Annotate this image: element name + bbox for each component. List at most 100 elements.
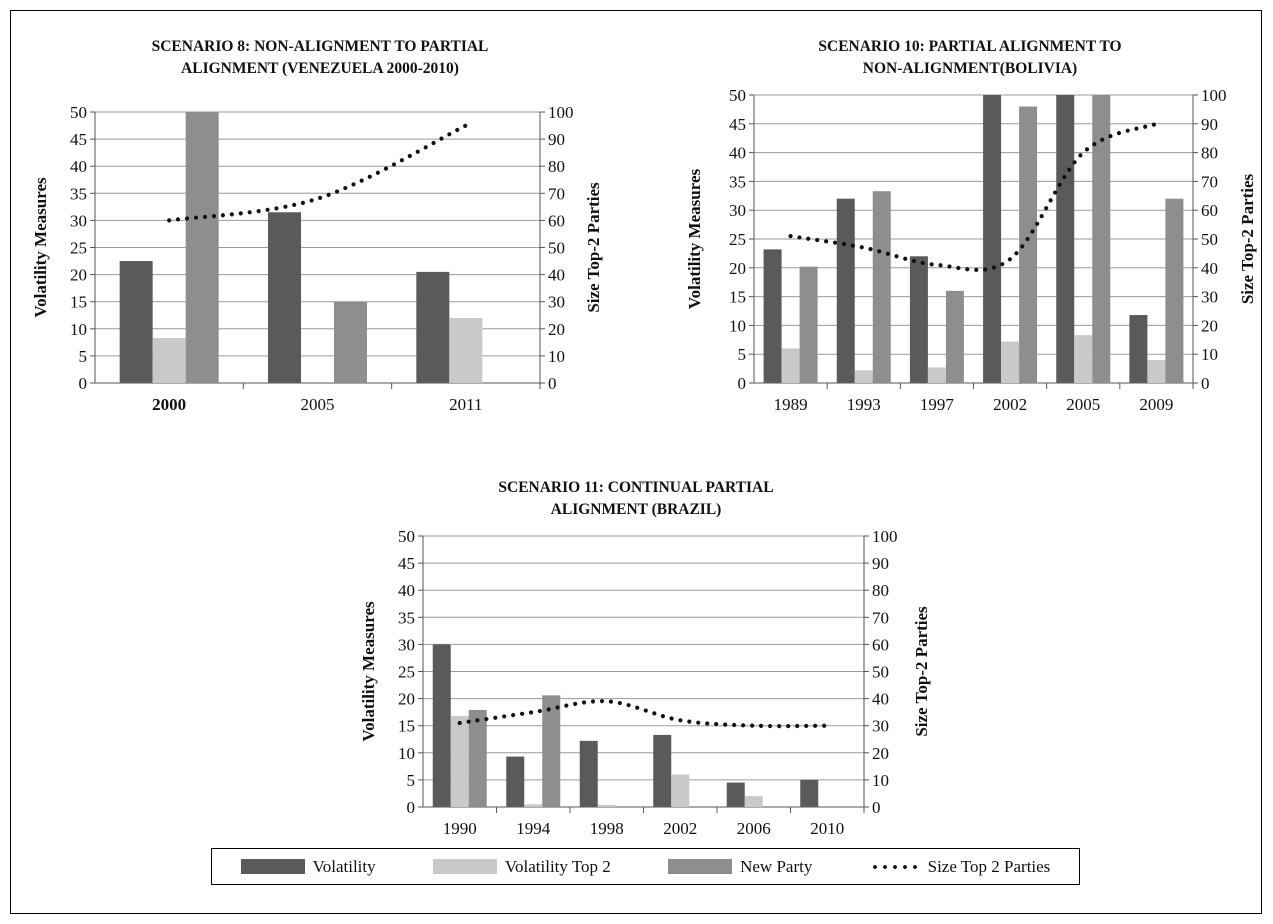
y2-tick-label: 40: [548, 266, 565, 285]
bar-volatility-top-2: [744, 796, 763, 807]
y2-tick-label: 30: [548, 293, 565, 312]
y2-tick-label: 80: [548, 157, 565, 176]
bar-volatility-top-2: [450, 715, 469, 807]
y2-tick-label: 30: [1201, 288, 1218, 307]
bar-volatility-top-2: [597, 804, 616, 807]
y-tick-label: 50: [398, 527, 415, 546]
y2-tick-label: 60: [548, 211, 565, 230]
legend-label-volatility-top2: Volatility Top 2: [504, 856, 611, 876]
bar-new-party: [542, 695, 561, 807]
chart-venezuela: 0 5 10 15 20 25 30 35 40 45 50 0 10 20 30 40 50 60 70 80 90 1…: [31, 103, 603, 414]
x-tick-label: 1989: [774, 395, 808, 414]
legend-item-new-party: New Party: [668, 857, 812, 877]
bar-volatility: [416, 271, 450, 383]
y-tick-label: 5: [407, 771, 416, 790]
bar-volatility: [1056, 95, 1075, 383]
bar-volatility-top-2: [854, 370, 873, 383]
y2-tick-label: 70: [1201, 172, 1218, 191]
y2-tick-label: 0: [548, 374, 557, 393]
y2-tick-label: 0: [872, 798, 881, 817]
legend-label-size: Size Top 2 Parties: [927, 856, 1051, 876]
legend-swatch-volatility: [240, 859, 305, 874]
bar-volatility: [506, 756, 525, 807]
bar-new-party: [799, 266, 818, 383]
y-tick-label: 40: [729, 144, 746, 163]
y-tick-label: 0: [79, 374, 88, 393]
y2-axis-label: Size Top-2 Parties: [1238, 173, 1257, 304]
y-axis-label: Volatility Measures: [359, 601, 378, 742]
y-tick-label: 15: [729, 288, 746, 307]
y-tick-label: 50: [729, 86, 746, 105]
bar-volatility: [268, 212, 301, 383]
bar-new-party: [468, 709, 487, 807]
y-tick-label: 45: [70, 130, 87, 149]
y2-tick-label: 10: [548, 347, 565, 366]
y-tick-label: 15: [70, 293, 87, 312]
legend: Volatility Volatility Top 2 New Party Si…: [211, 848, 1080, 885]
y2-tick-label: 100: [548, 103, 574, 122]
bar-volatility: [119, 261, 153, 383]
legend-label-new-party: New Party: [740, 856, 813, 876]
y-tick-label: 10: [729, 316, 746, 335]
y-tick-label: 10: [398, 744, 415, 763]
x-tick-label: 2010: [810, 819, 844, 838]
legend-item-size: Size Top 2 Parties: [869, 856, 1051, 877]
chart-bolivia: 0 5 10 15 20 25 30 35 40 45 50 0 10 20 30 40 50 60 70 80 90 1…: [685, 86, 1257, 414]
legend-item-volatility-top2: Volatility Top 2: [432, 856, 611, 877]
bar-volatility-top-2: [781, 348, 800, 383]
x-tick-label: 1997: [920, 395, 955, 414]
x-tick-label: 2011: [449, 395, 482, 414]
y2-tick-label: 30: [872, 717, 889, 736]
legend-item-volatility: Volatility: [240, 857, 376, 877]
y-tick-label: 20: [729, 259, 746, 278]
y-tick-label: 20: [70, 266, 87, 285]
y-tick-label: 35: [729, 172, 746, 191]
bar-volatility: [1129, 315, 1148, 383]
y-tick-label: 20: [398, 690, 415, 709]
y-tick-label: 5: [79, 347, 88, 366]
y2-tick-label: 20: [872, 744, 889, 763]
y-tick-label: 15: [398, 717, 415, 736]
bar-volatility: [579, 740, 598, 807]
bar-new-party: [1165, 198, 1184, 383]
legend-swatch-volatility-top2: [432, 859, 497, 874]
y2-tick-label: 10: [872, 771, 889, 790]
y2-tick-label: 70: [872, 608, 889, 627]
bar-volatility: [983, 95, 1002, 383]
chart-title-venezuela: SCENARIO 8: NON-ALIGNMENT TO PARTIAL ALI…: [151, 38, 489, 77]
bar-new-party: [334, 301, 367, 383]
y2-tick-label: 70: [548, 184, 565, 203]
y2-axis-label: Size Top-2 Parties: [584, 182, 603, 313]
y2-tick-label: 50: [872, 663, 889, 682]
y2-tick-label: 10: [1201, 345, 1218, 364]
y-tick-label: 5: [738, 345, 747, 364]
y-tick-label: 35: [398, 608, 415, 627]
x-tick-label: 1994: [516, 819, 551, 838]
y-tick-label: 50: [70, 103, 87, 122]
bar-new-party: [1019, 106, 1038, 384]
y2-tick-label: 40: [872, 690, 889, 709]
y-tick-label: 25: [729, 230, 746, 249]
x-tick-label: 2002: [663, 819, 697, 838]
x-tick-label: 2000: [152, 395, 186, 414]
y-tick-label: 0: [738, 374, 747, 393]
x-tick-label: 2009: [1139, 395, 1173, 414]
y-tick-label: 40: [70, 157, 87, 176]
bar-volatility-top-2: [1074, 335, 1093, 383]
y2-tick-label: 90: [1201, 115, 1218, 134]
bar-volatility: [800, 779, 819, 807]
x-tick-label: 1998: [590, 819, 624, 838]
y-tick-label: 30: [70, 211, 87, 230]
y2-tick-label: 80: [872, 581, 889, 600]
x-tick-label: 2002: [993, 395, 1027, 414]
x-tick-label: 1993: [847, 395, 881, 414]
y-axis-label: Volatility Measures: [685, 168, 704, 309]
line-size-top2: [167, 123, 468, 223]
y2-tick-label: 60: [872, 635, 889, 654]
y2-tick-label: 100: [1201, 86, 1227, 105]
bar-volatility-top-2: [1001, 341, 1020, 383]
chart-title-bolivia: SCENARIO 10: PARTIAL ALIGNMENT TO NON-AL…: [818, 38, 1122, 77]
y2-tick-label: 60: [1201, 201, 1218, 220]
bar-volatility-top-2: [1147, 359, 1166, 383]
y-tick-label: 10: [70, 320, 87, 339]
